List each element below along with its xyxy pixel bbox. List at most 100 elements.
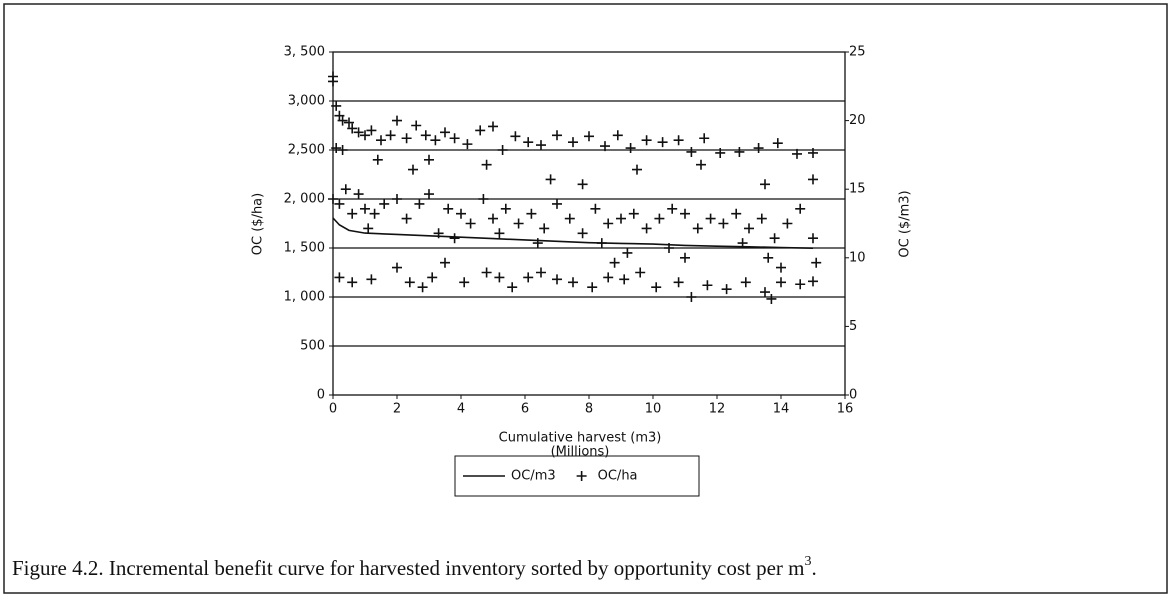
scatter-point: [337, 145, 348, 155]
scatter-point: [328, 194, 338, 204]
scatter-point: [337, 115, 348, 126]
scatter-point: [379, 198, 390, 209]
x-tick-label: 4: [457, 402, 465, 417]
scatter-point: [510, 131, 521, 142]
scatter-point: [513, 218, 524, 229]
scatter-point: [536, 267, 546, 278]
y-axis-label: OC ($/ha): [251, 193, 266, 255]
scatter-point: [673, 277, 684, 288]
scatter-point: [523, 272, 534, 283]
scatter-point: [664, 243, 674, 253]
scatter-point: [699, 133, 710, 144]
y2-tick-label: 10: [849, 250, 866, 265]
scatter-point: [427, 272, 438, 283]
scatter-point: [347, 277, 358, 288]
scatter-point: [443, 203, 454, 214]
scatter-point: [718, 218, 729, 229]
y-tick-label: 2, 000: [284, 192, 325, 207]
y2-tick-label: 0: [849, 388, 857, 403]
scatter-point: [753, 143, 764, 154]
caption-text: Figure 4.2. Incremental benefit curve fo…: [12, 556, 805, 580]
scatter-point: [424, 189, 434, 200]
scatter-point: [696, 159, 706, 170]
scatter-point: [353, 189, 364, 200]
y2-tick-label: 20: [849, 113, 866, 128]
scatter-point: [366, 274, 377, 285]
scatter-point: [481, 267, 492, 278]
scatter-point: [721, 284, 732, 295]
scatter-point: [734, 146, 745, 157]
scatter-point: [760, 179, 770, 190]
scatter-point: [552, 274, 562, 285]
legend-marker: [576, 471, 587, 481]
y-tick-label: 3, 500: [284, 45, 325, 60]
x-tick-label: 8: [585, 402, 593, 417]
scatter-point: [625, 143, 636, 154]
scatter-point: [680, 208, 690, 219]
y2-axis-label: OC ($/m3): [898, 190, 913, 257]
scatter-point: [404, 277, 415, 288]
scatter-point: [628, 208, 639, 219]
scatter-point: [612, 130, 623, 141]
scatter-point: [372, 154, 383, 165]
scatter-point: [763, 252, 774, 263]
scatter-point: [507, 282, 518, 293]
scatter-point: [360, 203, 370, 214]
scatter-point: [792, 148, 802, 159]
scatter-point: [363, 223, 374, 234]
figure-border: [3, 3, 1168, 594]
scatter-point: [603, 218, 614, 229]
scatter-point: [715, 147, 726, 158]
scatter-point: [545, 174, 556, 185]
scatter-point: [795, 279, 806, 290]
scatter-point: [616, 213, 626, 224]
scatter-point: [686, 292, 697, 302]
scatter-point: [414, 198, 425, 209]
scatter-point: [494, 272, 505, 283]
caption-superscript: 3: [805, 554, 812, 569]
scatter-point: [673, 135, 684, 146]
scatter-point: [475, 125, 486, 136]
scatter-point: [411, 120, 422, 131]
scatter-point: [577, 179, 588, 190]
scatter-point: [692, 223, 703, 234]
scatter-point: [776, 277, 786, 288]
scatter-point: [769, 233, 780, 244]
scatter-point: [494, 228, 505, 239]
caption-end: .: [812, 556, 817, 580]
scatter-point: [622, 247, 633, 258]
scatter-point: [584, 131, 594, 142]
scatter-point: [808, 174, 818, 185]
scatter-point: [744, 223, 754, 234]
scatter-point: [523, 137, 534, 148]
y2-tick-label: 5: [849, 319, 857, 334]
scatter-point: [536, 140, 546, 151]
scatter-point: [392, 194, 402, 204]
scatter-point: [366, 125, 377, 136]
scatter-point: [776, 262, 786, 273]
scatter-point: [334, 198, 345, 209]
scatter-point: [654, 213, 665, 224]
scatter-point: [731, 208, 742, 219]
scatter-point: [440, 127, 450, 138]
y-tick-label: 1, 000: [284, 290, 325, 305]
scatter-point: [539, 223, 550, 234]
legend-label: OC/ha: [598, 469, 638, 484]
scatter-point: [702, 280, 713, 291]
scatter-point: [401, 213, 412, 224]
scatter-point: [552, 198, 562, 209]
scatter-point: [587, 282, 598, 293]
scatter-point: [408, 164, 418, 175]
x-tick-label: 0: [329, 402, 337, 417]
scatter-point: [392, 115, 402, 126]
scatter-point: [590, 203, 601, 214]
scatter-point: [526, 208, 537, 219]
scatter-point: [500, 203, 511, 214]
scatter-point: [568, 137, 578, 148]
scatter-point: [331, 100, 342, 111]
x-tick-label: 12: [709, 402, 726, 417]
scatter-point: [808, 147, 818, 158]
scatter-point: [760, 287, 770, 298]
scatter-point: [811, 257, 822, 268]
scatter-point: [449, 133, 460, 144]
